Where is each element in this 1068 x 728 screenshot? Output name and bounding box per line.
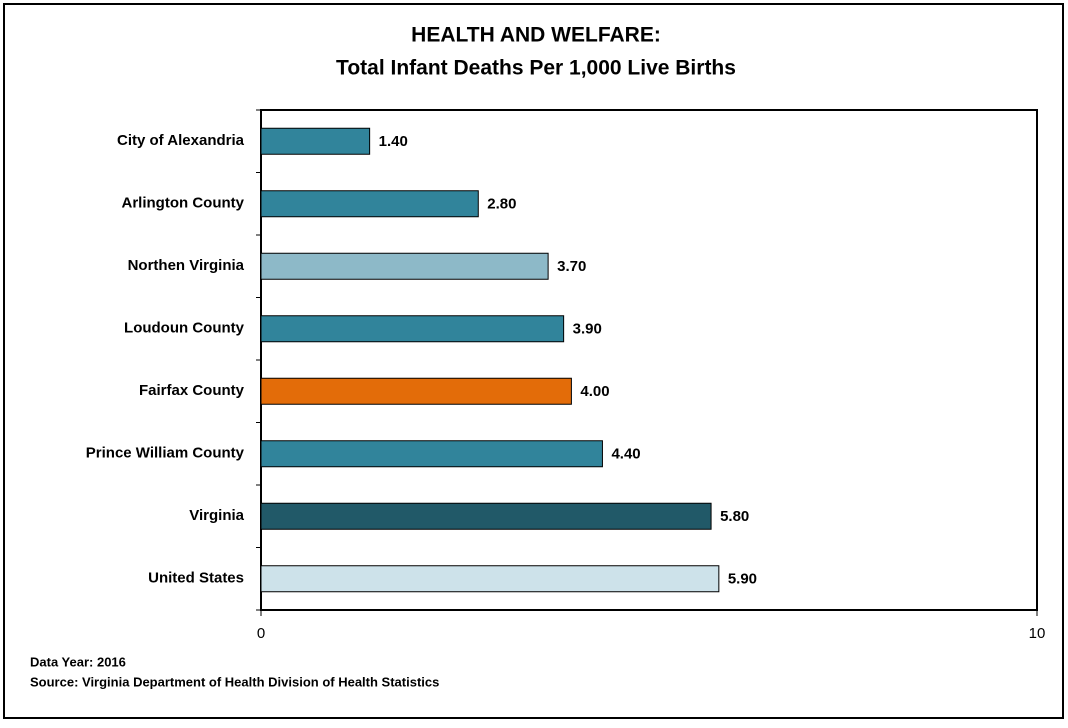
y-tick-label: Arlington County (122, 195, 245, 212)
y-tick-label: Loudoun County (124, 320, 245, 337)
y-tick-label: City of Alexandria (117, 132, 245, 149)
y-tick-label: Virginia (189, 507, 244, 524)
bar (260, 565, 720, 593)
y-tick-label: Prince William County (86, 445, 245, 462)
note: Source: Virginia Department of Health Di… (30, 674, 439, 689)
data-label: 5.80 (720, 508, 749, 525)
bar (260, 252, 549, 280)
y-tick-label: Northen Virginia (128, 257, 245, 274)
y-tick-label: United States (148, 570, 244, 587)
y-tick-label: Fairfax County (139, 382, 245, 399)
data-label: 5.90 (728, 571, 757, 588)
bar (260, 377, 572, 405)
bar (260, 127, 371, 155)
x-tick-label: 0 (257, 625, 265, 642)
bar (260, 190, 479, 218)
data-label: 4.40 (611, 446, 640, 463)
bar (260, 502, 712, 530)
data-label: 2.80 (487, 196, 516, 213)
chart-subtitle: Total Infant Deaths Per 1,000 Live Birth… (336, 57, 736, 80)
data-label: 3.70 (557, 258, 586, 275)
data-label: 3.90 (573, 321, 602, 338)
x-tick-label: 10 (1029, 625, 1046, 642)
bar (260, 315, 565, 343)
chart-title: HEALTH AND WELFARE: (411, 24, 661, 47)
note: Data Year: 2016 (30, 654, 126, 669)
bar (260, 440, 603, 468)
data-label: 4.00 (580, 383, 609, 400)
data-label: 1.40 (379, 133, 408, 150)
outer-border (3, 3, 1064, 719)
